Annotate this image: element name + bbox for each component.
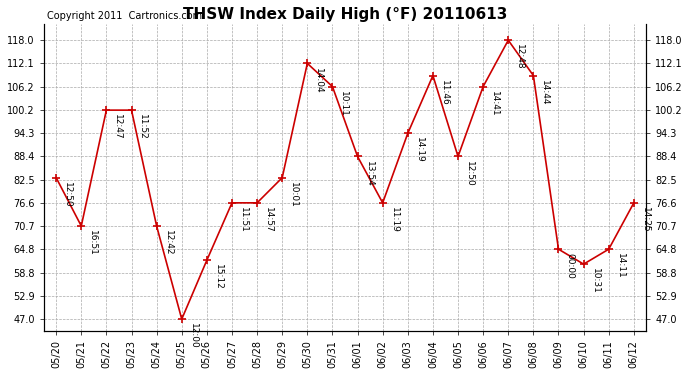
Text: 14:44: 14:44 [540,80,549,105]
Text: 16:51: 16:51 [88,230,97,256]
Text: 11:46: 11:46 [440,80,449,105]
Text: 10:31: 10:31 [591,268,600,294]
Point [528,73,539,79]
Point [176,316,187,322]
Text: 10:01: 10:01 [289,182,298,208]
Point [402,130,413,136]
Point [76,223,87,229]
Point [277,175,288,181]
Text: 12:50: 12:50 [465,160,474,186]
Text: 12:47: 12:47 [113,114,122,140]
Point [126,107,137,113]
Text: 12:42: 12:42 [164,230,172,256]
Text: 14:25: 14:25 [641,207,650,232]
Point [629,200,640,206]
Point [302,60,313,66]
Text: 13:54: 13:54 [364,160,373,186]
Point [252,200,263,206]
Point [453,153,464,159]
Point [553,246,564,252]
Text: 00:00: 00:00 [565,254,575,279]
Point [603,246,614,252]
Point [226,200,237,206]
Text: 11:19: 11:19 [390,207,399,233]
Point [427,73,438,79]
Point [101,107,112,113]
Text: 11:52: 11:52 [139,114,148,140]
Text: 14:57: 14:57 [264,207,273,233]
Text: 11:51: 11:51 [239,207,248,233]
Point [377,200,388,206]
Text: 12:00: 12:00 [188,323,197,349]
Text: 12:48: 12:48 [515,44,524,70]
Point [477,84,489,90]
Point [50,175,61,181]
Point [327,84,338,90]
Point [503,37,514,43]
Point [201,257,213,263]
Text: Copyright 2011  Cartronics.com: Copyright 2011 Cartronics.com [47,11,201,21]
Text: 10:11: 10:11 [339,91,348,117]
Text: 14:19: 14:19 [415,138,424,163]
Point [352,153,363,159]
Text: 14:11: 14:11 [615,254,624,279]
Text: 14:04: 14:04 [314,68,324,93]
Text: 14:41: 14:41 [490,91,499,116]
Point [578,261,589,267]
Title: THSW Index Daily High (°F) 20110613: THSW Index Daily High (°F) 20110613 [183,7,507,22]
Text: 15:12: 15:12 [214,264,223,290]
Point [151,223,162,229]
Text: 12:50: 12:50 [63,182,72,208]
